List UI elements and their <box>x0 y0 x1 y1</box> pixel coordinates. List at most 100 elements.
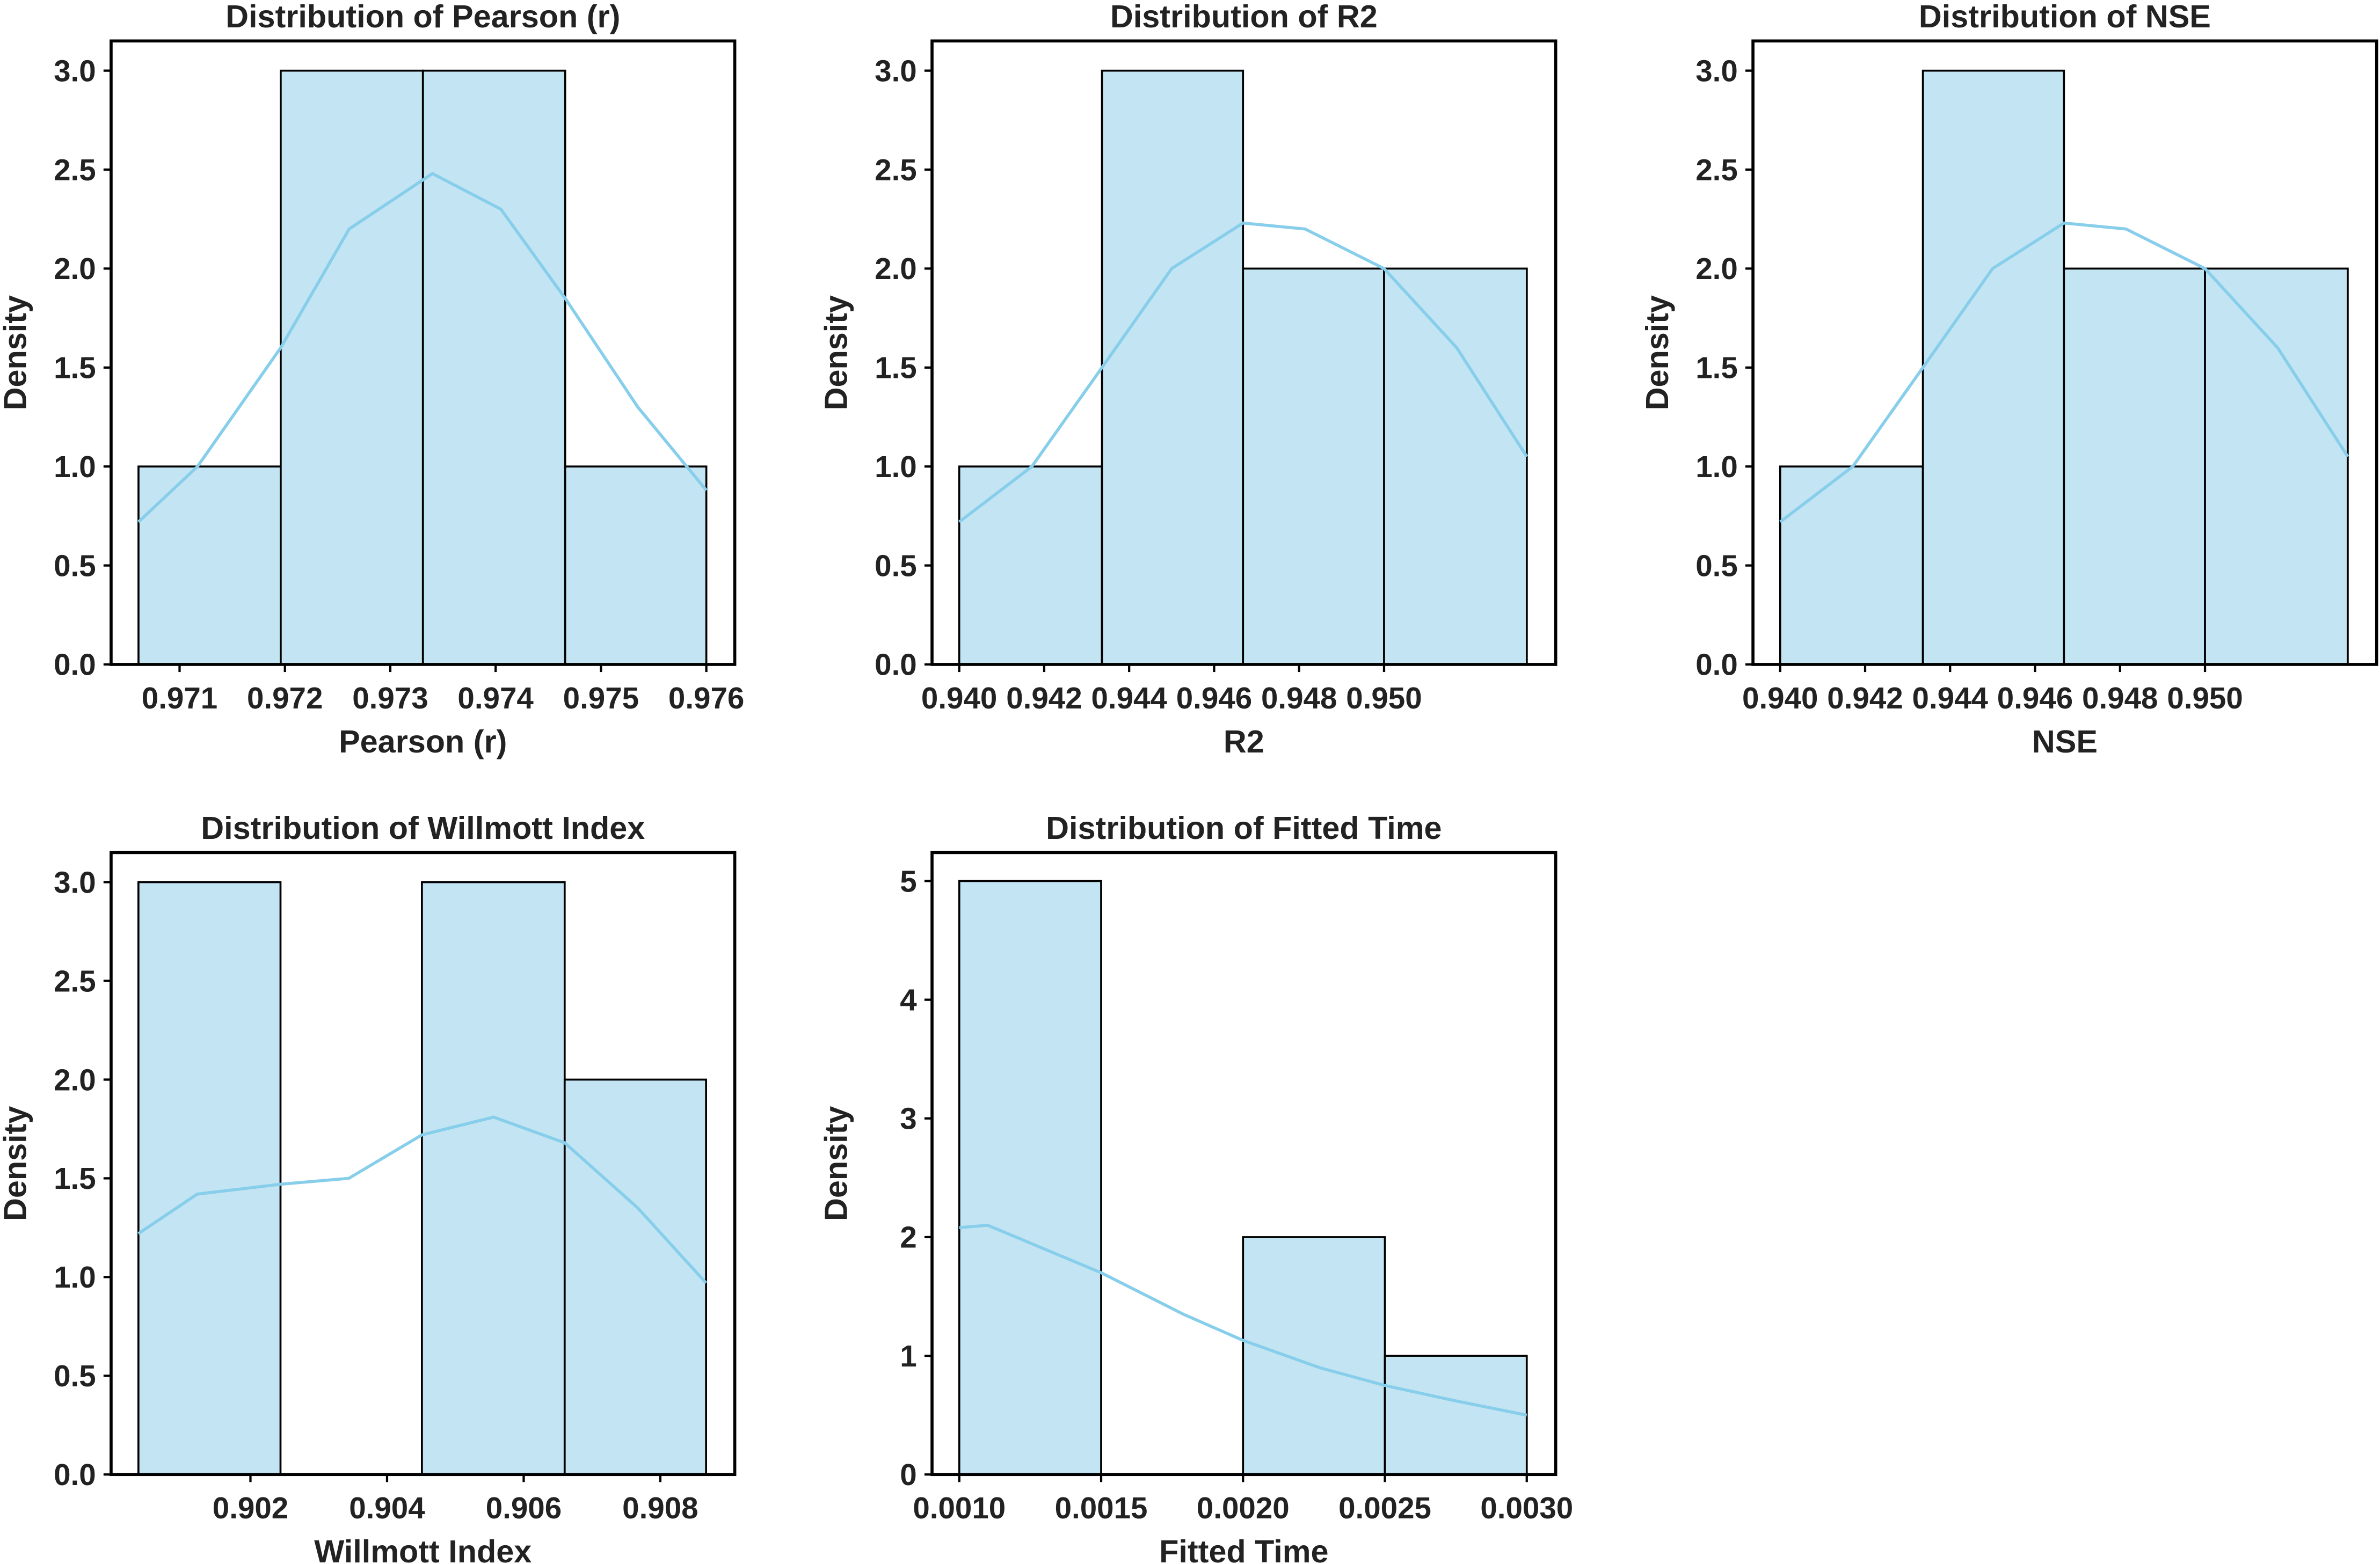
histogram-bar <box>1383 267 1528 666</box>
x-tick-label: 0.974 <box>457 681 534 715</box>
histogram-bar <box>280 69 424 666</box>
x-axis-label: Willmott Index <box>314 1533 532 1564</box>
y-tick-label: 0.5 <box>54 1359 96 1393</box>
plot-frame <box>1751 39 2378 666</box>
x-tick-label: 0.908 <box>622 1491 698 1525</box>
kde-line <box>137 172 708 523</box>
y-tick-label: 0.0 <box>875 648 917 682</box>
x-tick-label: 0.942 <box>1006 681 1082 715</box>
y-tick-label: 1.5 <box>875 351 917 385</box>
y-tick-label: 2.0 <box>54 252 96 286</box>
kde-line <box>1779 221 2349 523</box>
y-tick-label: 1.5 <box>1695 351 1738 385</box>
y-tick-label: 3 <box>900 1102 916 1136</box>
x-axis-label: R2 <box>1224 723 1264 759</box>
x-tick-label: 0.950 <box>1346 681 1422 715</box>
x-tick-label: 0.950 <box>2167 681 2243 715</box>
y-tick-label: 4 <box>900 983 917 1017</box>
x-tick-label: 0.940 <box>921 681 997 715</box>
y-tick-label: 1 <box>900 1339 916 1373</box>
histogram-bar <box>1384 1355 1528 1476</box>
x-axis-label: Pearson (r) <box>339 723 507 759</box>
x-tick-label: 0.946 <box>1176 681 1252 715</box>
x-tick-label: 0.973 <box>352 681 428 715</box>
x-tick-label: 0.944 <box>1912 681 1989 715</box>
y-tick-label: 2.0 <box>875 252 917 286</box>
y-tick-label: 1.5 <box>54 1161 96 1195</box>
histogram-bar <box>137 881 282 1476</box>
y-axis-label: Density <box>818 295 854 410</box>
plot-frame <box>930 39 1557 666</box>
histogram-bar <box>2204 267 2349 666</box>
histogram-bar <box>958 880 1102 1476</box>
y-tick-label: 2.5 <box>875 153 917 187</box>
kde-line <box>959 1223 1527 1417</box>
y-tick-label: 0.0 <box>1695 648 1738 682</box>
histogram-bar <box>2063 267 2206 666</box>
y-axis-label: Density <box>0 295 33 410</box>
x-tick-label: 0.972 <box>247 681 323 715</box>
y-tick-label: 0.0 <box>54 648 96 682</box>
x-tick-label: 0.0030 <box>1480 1491 1573 1525</box>
x-tick-label: 0.906 <box>486 1491 562 1525</box>
y-tick-label: 3.0 <box>54 54 96 87</box>
histogram-bar <box>563 1078 707 1476</box>
histogram-bar <box>1242 267 1385 666</box>
x-tick-label: 0.0010 <box>913 1491 1006 1525</box>
chart-title: Distribution of NSE <box>1919 0 2211 34</box>
x-tick-label: 0.948 <box>1261 681 1337 715</box>
chart-title: Distribution of Pearson (r) <box>225 0 620 34</box>
histogram-bar <box>421 881 566 1476</box>
x-tick-label: 0.940 <box>1742 681 1818 715</box>
histogram-bar <box>421 69 566 666</box>
histogram-bar <box>1242 1236 1386 1476</box>
y-axis-label: Density <box>818 1106 854 1221</box>
x-tick-label: 0.944 <box>1091 681 1167 715</box>
kde-line <box>958 221 1529 523</box>
x-tick-label: 0.971 <box>142 681 217 715</box>
y-tick-label: 2.0 <box>54 1063 96 1097</box>
x-tick-label: 0.0020 <box>1197 1491 1290 1525</box>
plot-frame <box>110 39 737 666</box>
x-tick-label: 0.0015 <box>1055 1491 1148 1525</box>
chart-title: Distribution of Willmott Index <box>201 810 645 846</box>
y-tick-label: 2 <box>900 1220 916 1254</box>
y-tick-label: 3.0 <box>1695 54 1738 87</box>
x-tick-label: 0.0025 <box>1338 1491 1431 1525</box>
y-tick-label: 1.0 <box>875 450 917 484</box>
histogram-bar <box>564 465 708 666</box>
x-tick-label: 0.948 <box>2082 681 2158 715</box>
y-tick-label: 1.0 <box>54 450 96 484</box>
x-tick-label: 0.975 <box>563 681 639 715</box>
y-tick-label: 3.0 <box>54 865 96 899</box>
x-tick-label: 0.904 <box>349 1491 425 1525</box>
y-tick-label: 2.5 <box>54 964 96 998</box>
chart-title: Distribution of R2 <box>1110 0 1378 34</box>
histogram-bar <box>1779 465 1924 666</box>
y-axis-label: Density <box>1639 295 1675 410</box>
y-axis-label: Density <box>0 1106 33 1221</box>
y-tick-label: 5 <box>900 864 916 898</box>
x-axis-label: NSE <box>2032 723 2098 759</box>
x-axis-label: Fitted Time <box>1159 1533 1328 1564</box>
histogram-bar <box>137 465 282 666</box>
y-tick-label: 2.0 <box>1695 252 1738 286</box>
histogram-bar <box>1101 69 1244 666</box>
y-tick-label: 1.0 <box>1695 450 1738 484</box>
x-tick-label: 0.976 <box>668 681 744 715</box>
y-tick-label: 0 <box>900 1458 916 1492</box>
chart-title: Distribution of Fitted Time <box>1046 810 1442 846</box>
histogram-bar <box>958 465 1103 666</box>
y-tick-label: 1.5 <box>54 351 96 385</box>
y-tick-label: 0.0 <box>54 1458 96 1492</box>
y-tick-label: 0.5 <box>1695 549 1738 582</box>
y-tick-label: 2.5 <box>1695 153 1738 187</box>
y-tick-label: 0.5 <box>54 549 96 582</box>
y-tick-label: 1.0 <box>54 1260 96 1294</box>
kde-line <box>137 1115 708 1284</box>
x-tick-label: 0.902 <box>213 1491 288 1525</box>
x-tick-label: 0.942 <box>1827 681 1903 715</box>
y-tick-label: 0.5 <box>875 549 917 582</box>
x-tick-label: 0.946 <box>1997 681 2073 715</box>
